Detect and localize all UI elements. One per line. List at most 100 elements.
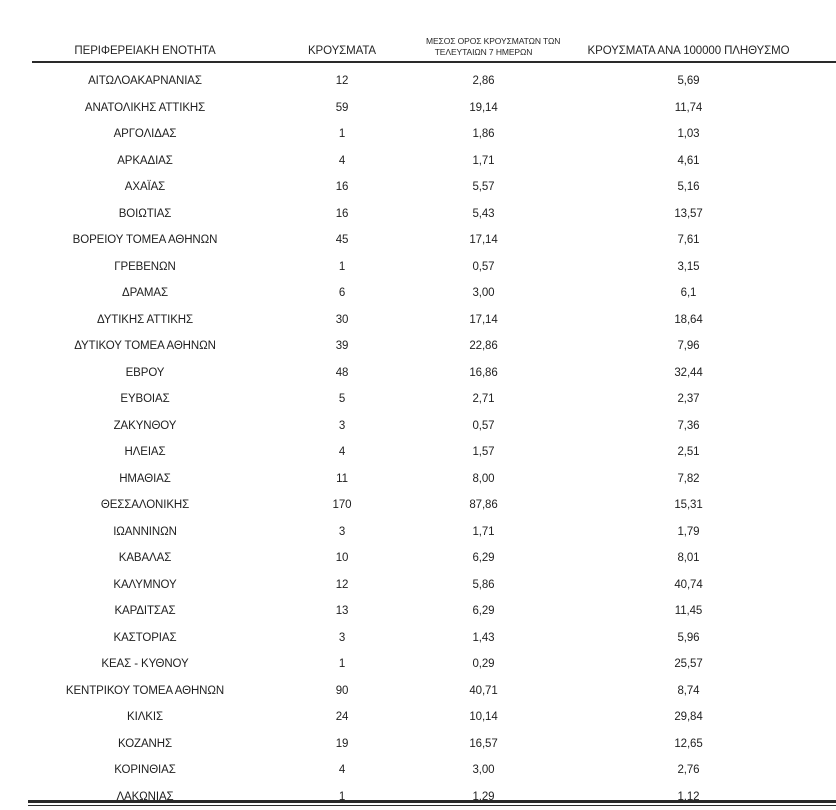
per100k-cell: 40,74 <box>674 578 703 591</box>
cases-cell: 12 <box>335 75 349 88</box>
region-cell: ΚΙΛΚΙΣ <box>127 711 163 724</box>
cases-cell: 6 <box>338 287 346 300</box>
cases-cell: 170 <box>332 499 352 512</box>
region-cell: ΚΕΑΣ - ΚΥΘΝΟΥ <box>101 658 189 671</box>
per100k-cell: 8,74 <box>677 684 700 697</box>
per100k-cell: 2,51 <box>677 446 700 459</box>
table-row: ΚΕΑΣ - ΚΥΘΝΟΥ 1 0,29 25,57 <box>32 651 836 678</box>
cases-cell: 5 <box>338 393 346 406</box>
cases-cell: 13 <box>335 605 349 618</box>
per100k-cell: 7,96 <box>677 340 700 353</box>
region-cell: ΒΟΙΩΤΙΑΣ <box>118 207 172 220</box>
cases-cell: 16 <box>335 181 349 194</box>
per100k-cell: 5,69 <box>677 75 700 88</box>
avg7-cell: 17,14 <box>469 313 498 326</box>
avg7-cell: 16,86 <box>469 366 498 379</box>
per100k-cell: 11,74 <box>674 101 703 114</box>
table-bottom-rule-thin <box>28 805 836 807</box>
cases-cell: 1 <box>338 658 346 671</box>
avg7-cell: 19,14 <box>469 101 498 114</box>
per100k-cell: 11,45 <box>674 605 703 618</box>
table-row: ΔΥΤΙΚΟΥ ΤΟΜΕΑ ΑΘΗΝΩΝ 39 22,86 7,96 <box>32 333 836 360</box>
avg7-cell: 0,29 <box>472 658 495 671</box>
cases-cell: 19 <box>335 737 349 750</box>
cases-cell: 1 <box>338 790 346 803</box>
region-cell: ΔΡΑΜΑΣ <box>122 287 168 300</box>
cases-cell: 3 <box>338 631 346 644</box>
avg7-cell: 3,00 <box>472 764 495 777</box>
table-row: ΑΡΓΟΛΙΔΑΣ 1 1,86 1,03 <box>32 121 836 148</box>
region-cell: ΑΡΚΑΔΙΑΣ <box>117 154 173 167</box>
region-cell: ΚΟΡΙΝΘΙΑΣ <box>114 764 176 777</box>
table-row: ΚΟΡΙΝΘΙΑΣ 4 3,00 2,76 <box>32 757 836 784</box>
table-row: ΑΝΑΤΟΛΙΚΗΣ ΑΤΤΙΚΗΣ 59 19,14 11,74 <box>32 95 836 122</box>
per100k-cell: 1,03 <box>677 128 700 141</box>
region-cell: ΑΧΑΪΑΣ <box>124 181 166 194</box>
region-cell: ΔΥΤΙΚΟΥ ΤΟΜΕΑ ΑΘΗΝΩΝ <box>74 340 216 353</box>
per100k-cell: 5,16 <box>677 181 700 194</box>
avg7-cell: 1,29 <box>472 790 495 803</box>
cases-cell: 39 <box>335 340 349 353</box>
cases-cell: 45 <box>335 234 349 247</box>
cases-cell: 11 <box>336 472 348 485</box>
regional-cases-table: ΠΕΡΙΦΕΡΕΙΑΚΗ ΕΝΟΤΗΤΑ ΚΡΟΥΣΜΑΤΑ ΜΕΣΟΣ ΟΡΟ… <box>32 0 836 810</box>
region-cell: ΗΜΑΘΙΑΣ <box>119 472 171 485</box>
per100k-cell: 1,79 <box>677 525 700 538</box>
per100k-cell: 7,61 <box>677 234 700 247</box>
avg7-cell: 1,43 <box>472 631 495 644</box>
region-cell: ΕΒΡΟΥ <box>125 366 165 379</box>
table-row: ΒΟΡΕΙΟΥ ΤΟΜΕΑ ΑΘΗΝΩΝ 45 17,14 7,61 <box>32 227 836 254</box>
cases-cell: 4 <box>338 446 346 459</box>
region-cell: ΚΑΡΔΙΤΣΑΣ <box>114 605 176 618</box>
cases-cell: 1 <box>338 260 346 273</box>
avg7-cell: 0,57 <box>472 419 495 432</box>
table-row: ΑΧΑΪΑΣ 16 5,57 5,16 <box>32 174 836 201</box>
region-cell: ΘΕΣΣΑΛΟΝΙΚΗΣ <box>100 499 190 512</box>
table-row: ΛΑΚΩΝΙΑΣ 1 1,29 1,12 <box>32 784 836 810</box>
region-cell: ΗΛΕΙΑΣ <box>124 446 166 459</box>
avg7-cell: 1,86 <box>472 128 495 141</box>
per100k-cell: 5,96 <box>677 631 700 644</box>
header-avg7-line1: ΜΕΣΟΣ ΟΡΟΣ ΚΡΟΥΣΜΑΤΩΝ ΤΩΝ <box>426 35 561 46</box>
region-cell: ΙΩΑΝΝΙΝΩΝ <box>113 525 177 538</box>
avg7-cell: 2,86 <box>472 75 495 88</box>
cases-cell: 12 <box>335 578 349 591</box>
avg7-cell: 0,57 <box>472 260 495 273</box>
table-row: ΚΑΒΑΛΑΣ 10 6,29 8,01 <box>32 545 836 572</box>
region-cell: ΛΑΚΩΝΙΑΣ <box>116 790 174 803</box>
header-cases: ΚΡΟΥΣΜΑΤΑ <box>307 45 377 57</box>
region-cell: ΚΑΛΥΜΝΟΥ <box>113 578 177 591</box>
per100k-cell: 25,57 <box>674 658 703 671</box>
avg7-cell: 3,00 <box>472 287 495 300</box>
table-row: ΚΕΝΤΡΙΚΟΥ ΤΟΜΕΑ ΑΘΗΝΩΝ 90 40,71 8,74 <box>32 678 836 705</box>
per100k-cell: 3,15 <box>677 260 700 273</box>
cases-cell: 24 <box>335 711 349 724</box>
table-row: ΙΩΑΝΝΙΝΩΝ 3 1,71 1,79 <box>32 519 836 546</box>
table-bottom-rule-thick <box>28 800 836 803</box>
header-avg7: ΜΕΣΟΣ ΟΡΟΣ ΚΡΟΥΣΜΑΤΩΝ ΤΩΝ ΤΕΛΕΥΤΑΙΩΝ 7 Η… <box>426 35 561 61</box>
table-row: ΚΑΡΔΙΤΣΑΣ 13 6,29 11,45 <box>32 598 836 625</box>
per100k-cell: 2,37 <box>677 393 700 406</box>
region-cell: ΑΝΑΤΟΛΙΚΗΣ ΑΤΤΙΚΗΣ <box>84 101 206 114</box>
cases-cell: 90 <box>335 684 349 697</box>
avg7-cell: 5,57 <box>472 181 495 194</box>
avg7-cell: 1,71 <box>472 525 495 538</box>
table-row: ΑΡΚΑΔΙΑΣ 4 1,71 4,61 <box>32 148 836 175</box>
table-row: ΚΑΣΤΟΡΙΑΣ 3 1,43 5,96 <box>32 625 836 652</box>
table-header-row: ΠΕΡΙΦΕΡΕΙΑΚΗ ΕΝΟΤΗΤΑ ΚΡΟΥΣΜΑΤΑ ΜΕΣΟΣ ΟΡΟ… <box>32 0 836 63</box>
cases-cell: 10 <box>335 552 349 565</box>
table-row: ΗΛΕΙΑΣ 4 1,57 2,51 <box>32 439 836 466</box>
cases-cell: 48 <box>335 366 349 379</box>
header-per100k: ΚΡΟΥΣΜΑΤΑ ΑΝΑ 100000 ΠΛΗΘΥΣΜΟ <box>587 45 790 57</box>
avg7-cell: 87,86 <box>469 499 498 512</box>
per100k-cell: 8,01 <box>677 552 700 565</box>
cases-cell: 4 <box>338 154 346 167</box>
per100k-cell: 13,57 <box>674 207 703 220</box>
cases-cell: 30 <box>335 313 349 326</box>
avg7-cell: 10,14 <box>469 711 498 724</box>
header-avg7-line2: ΤΕΛΕΥΤΑΙΩΝ 7 ΗΜΕΡΩΝ <box>434 46 533 57</box>
avg7-cell: 40,71 <box>469 684 498 697</box>
cases-cell: 3 <box>338 525 346 538</box>
region-cell: ΚΑΣΤΟΡΙΑΣ <box>113 631 177 644</box>
